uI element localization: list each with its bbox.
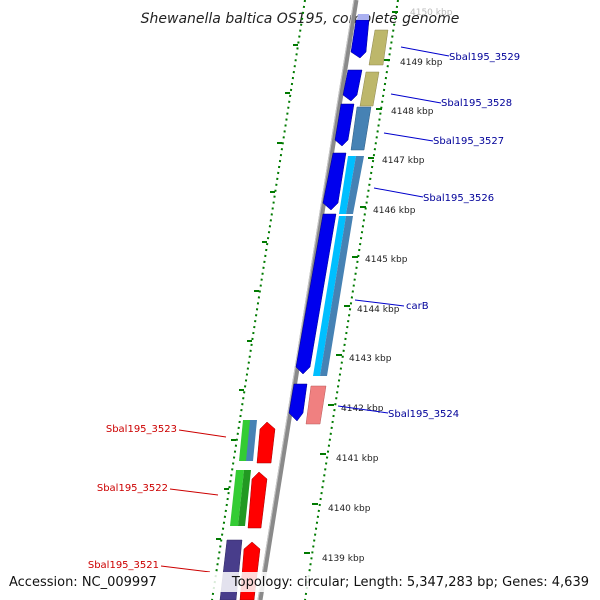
ruler-label-4141: 4141 kbp — [336, 454, 379, 464]
ruler-label-4145: 4145 kbp — [365, 255, 408, 265]
genome-backbone-highlight — [257, 0, 355, 600]
gene-label-sbal3523[interactable]: Sbal195_3523 — [106, 424, 177, 435]
gene-sbal3522-green-a — [230, 470, 244, 526]
topology-text: Topology: circular; Length: 5,347,283 bp… — [231, 575, 589, 590]
ruler-ticks — [304, 11, 398, 554]
reverse-label-leaders — [160, 429, 227, 573]
gene-sbal3528-khaki — [359, 71, 380, 107]
ruler-label-4147: 4147 kbp — [382, 156, 425, 166]
gene-label-sbal3529[interactable]: Sbal195_3529 — [449, 52, 520, 63]
ruler-label-4140: 4140 kbp — [328, 504, 371, 514]
gene-carB-blue — [295, 213, 337, 375]
forward-label-leaders — [337, 46, 450, 414]
ruler-dots — [304, 0, 399, 600]
gene-label-carB[interactable]: carB — [406, 301, 429, 312]
ruler-label-4144: 4144 kbp — [357, 305, 400, 315]
gene-sbal3529-khaki — [368, 29, 389, 66]
footer-backdrop — [0, 572, 600, 592]
gene-sbal3522-red — [247, 471, 268, 529]
ruler-label-4150: 4150 kbp — [410, 8, 453, 18]
accession-text: Accession: NC_009997 — [9, 575, 157, 590]
map-title: Shewanella baltica OS195, complete genom… — [141, 11, 460, 27]
ruler-label-4143: 4143 kbp — [349, 354, 392, 364]
gene-sbal3523-steel — [246, 420, 257, 461]
gene-sbal3526-blue — [322, 152, 347, 211]
gene-sbal3526-steel — [346, 156, 364, 214]
gene-sbal3524-pink — [305, 385, 327, 425]
gene-sbal3523-red — [256, 421, 276, 464]
gene-carB-cyan — [313, 216, 346, 376]
gene-label-sbal3527[interactable]: Sbal195_3527 — [433, 136, 504, 147]
gene-carB-steel — [320, 216, 353, 376]
ruler-label-4148: 4148 kbp — [391, 107, 434, 117]
gene-label-sbal3521[interactable]: Sbal195_3521 — [88, 560, 159, 571]
gene-label-sbal3524[interactable]: Sbal195_3524 — [388, 409, 459, 420]
gene-sbal3529-lavender — [357, 14, 369, 20]
gene-sbal3528-blue — [342, 69, 363, 102]
gene-sbal3527-steel — [350, 106, 372, 151]
gene-label-sbal3528[interactable]: Sbal195_3528 — [441, 98, 512, 109]
gene-label-sbal3522[interactable]: Sbal195_3522 — [97, 483, 168, 494]
ruler-label-4146: 4146 kbp — [373, 206, 416, 216]
gene-sbal3526-cyan — [339, 156, 356, 214]
gene-sbal3522-green-b — [238, 470, 251, 526]
ruler-label-4149: 4149 kbp — [400, 58, 443, 68]
gene-sbal3524-blue — [288, 383, 308, 422]
gene-label-sbal3526[interactable]: Sbal195_3526 — [423, 193, 494, 204]
gene-sbal3527-blue — [334, 103, 355, 147]
outer-guide-dots — [211, 0, 306, 600]
outer-guide-ticks — [216, 44, 298, 540]
ruler-label-4139: 4139 kbp — [322, 554, 365, 564]
